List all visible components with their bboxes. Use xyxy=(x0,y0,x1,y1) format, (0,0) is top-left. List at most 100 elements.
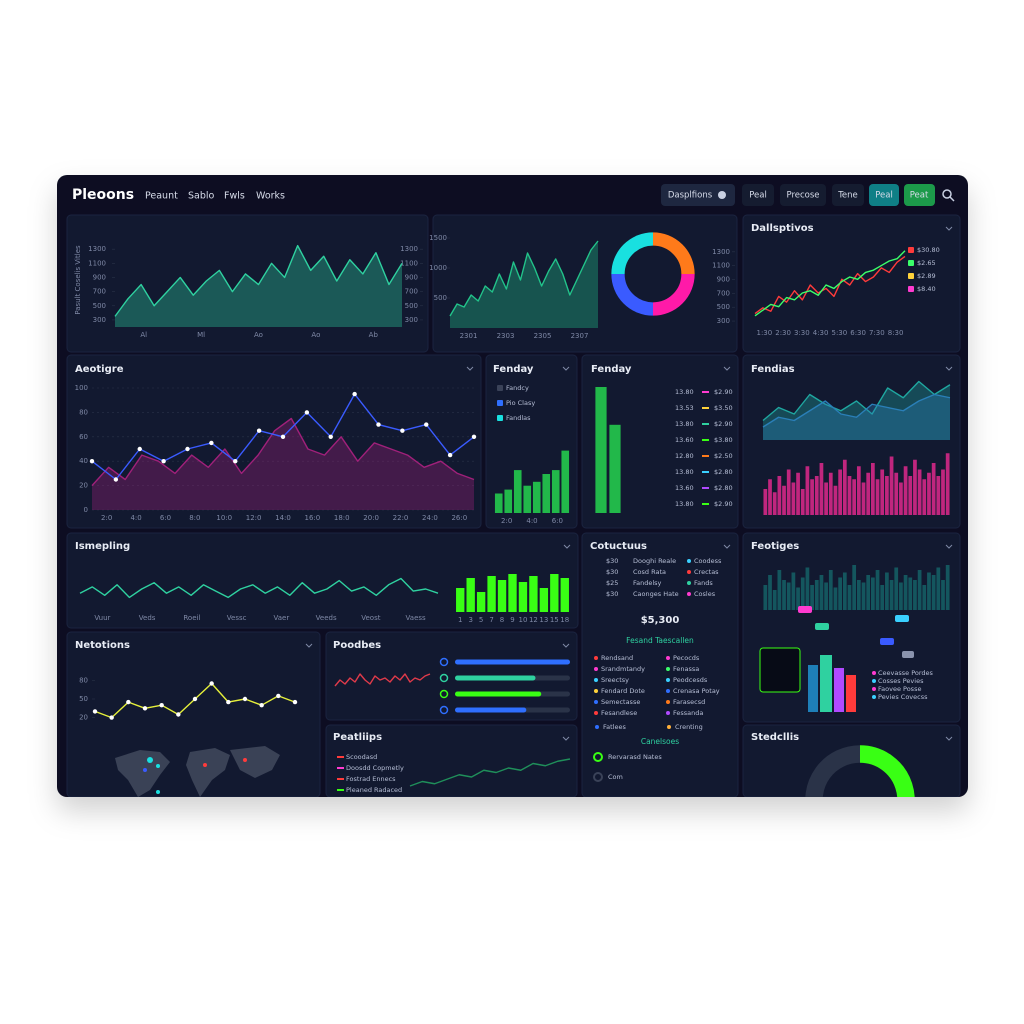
search-icon[interactable] xyxy=(942,189,955,202)
panel xyxy=(581,354,739,529)
bar xyxy=(782,580,786,610)
y-tick-label: 1000 xyxy=(429,264,447,272)
list-text: Pleaned Radaced xyxy=(346,786,402,794)
area-fill xyxy=(115,245,402,327)
x-tick-label: Ml xyxy=(197,331,205,339)
y2-tick-label: 900 xyxy=(405,273,418,281)
list-marker xyxy=(687,570,691,574)
bar xyxy=(945,565,950,610)
x-tick-label: Ao xyxy=(254,331,263,339)
list-text: Crenasa Potay xyxy=(673,687,720,695)
point xyxy=(447,452,453,458)
x-tick-label: 4:30 xyxy=(813,329,829,337)
button-label[interactable]: Peat xyxy=(910,191,929,201)
panel-title: Feotiges xyxy=(751,541,799,552)
donut-segment xyxy=(611,232,654,275)
list-text: Fandelsy xyxy=(633,579,662,587)
y-axis-label: Pasult Coselis Vitles xyxy=(74,245,82,315)
area-fill xyxy=(92,418,474,510)
button-label[interactable]: Dasplfions xyxy=(668,191,713,201)
point xyxy=(256,428,262,433)
y2-tick-label: 700 xyxy=(405,288,418,296)
button[interactable] xyxy=(869,184,899,206)
panel-menu xyxy=(563,544,571,549)
bar xyxy=(885,572,889,610)
x-tick-label: 7:30 xyxy=(869,329,885,337)
progress-bar xyxy=(455,675,536,681)
nav-link[interactable]: Peaunt xyxy=(145,191,178,202)
button-label[interactable]: Peal xyxy=(749,191,767,201)
list-text: Fands xyxy=(694,579,713,587)
panel-menu xyxy=(945,366,953,371)
x-tick-label: 6:30 xyxy=(850,329,866,337)
list-marker xyxy=(593,772,603,782)
panel-menu xyxy=(723,366,731,371)
list-text: $2.90 xyxy=(714,500,733,508)
button[interactable] xyxy=(904,184,935,206)
y-tick-label: 80 xyxy=(79,676,88,684)
panel xyxy=(581,532,739,797)
x-tick-label: 18 xyxy=(560,616,569,624)
y-tick-label: 900 xyxy=(93,273,106,281)
bar xyxy=(466,578,475,612)
button[interactable] xyxy=(742,184,774,206)
button[interactable] xyxy=(780,184,826,206)
list-text: Fendard Dote xyxy=(601,687,645,695)
list-marker xyxy=(702,407,709,409)
top-bar: Pleoons Peaunt Sablo Fwls Works Dasplfio… xyxy=(72,184,955,206)
bar xyxy=(814,580,819,610)
x-tick-label: Vuur xyxy=(94,614,110,622)
list-text: Rervarasd Nates xyxy=(608,753,662,761)
panel-title: Fendias xyxy=(751,364,795,375)
x-tick-label: 8 xyxy=(500,616,504,624)
bar xyxy=(539,588,549,612)
list-text: Peodcesds xyxy=(673,676,708,684)
bar xyxy=(782,485,786,515)
x-tick-label: 9 xyxy=(510,616,514,624)
list-text: Farasecsd xyxy=(673,698,705,706)
nav-link[interactable]: Sablo xyxy=(188,191,215,202)
panel xyxy=(325,724,578,797)
bar xyxy=(494,493,503,513)
bar xyxy=(810,479,814,515)
panel-menu xyxy=(562,366,570,371)
x-tick-label: 3:30 xyxy=(794,329,810,337)
donut-segment xyxy=(652,232,695,275)
list-text: Crectas xyxy=(694,568,719,576)
x-tick-label: 12 xyxy=(529,616,538,624)
bar xyxy=(456,588,465,612)
y2-tick-label: 700 xyxy=(717,289,730,297)
y-tick-label: 700 xyxy=(93,288,106,296)
x-tick-label: 2305 xyxy=(534,332,552,340)
panel-menu xyxy=(466,366,474,371)
panel-title: Fenday xyxy=(591,364,632,375)
line xyxy=(114,244,403,317)
button[interactable] xyxy=(661,184,735,206)
list-text: $30 xyxy=(606,557,618,565)
x-tick-label: Veost xyxy=(361,614,380,622)
list-marker xyxy=(687,592,691,596)
button-label[interactable]: Peal xyxy=(875,191,893,201)
button-label[interactable]: Precose xyxy=(786,191,819,201)
point xyxy=(376,422,381,427)
panels: Pasult Coselis Vitles3005007009001100130… xyxy=(66,214,961,797)
bar xyxy=(847,585,852,610)
y-tick-label: 80 xyxy=(79,408,88,416)
button[interactable] xyxy=(832,184,864,206)
panel xyxy=(66,214,429,353)
x-tick-label: 13 xyxy=(539,616,548,624)
nav-link[interactable]: Fwls xyxy=(224,191,245,202)
point xyxy=(259,703,264,708)
button-label[interactable]: Tene xyxy=(837,191,858,201)
panel-title: Ismepling xyxy=(75,541,130,552)
bar xyxy=(560,578,569,612)
bar xyxy=(814,476,819,515)
nav-link[interactable]: Works xyxy=(256,191,285,202)
bar xyxy=(513,470,522,513)
bar xyxy=(861,482,866,515)
legend-swatch xyxy=(497,415,503,421)
list-text: 13.60 xyxy=(675,436,694,444)
panel-title: Canelsoes xyxy=(641,737,679,746)
list-text: 13.80 xyxy=(675,388,694,396)
